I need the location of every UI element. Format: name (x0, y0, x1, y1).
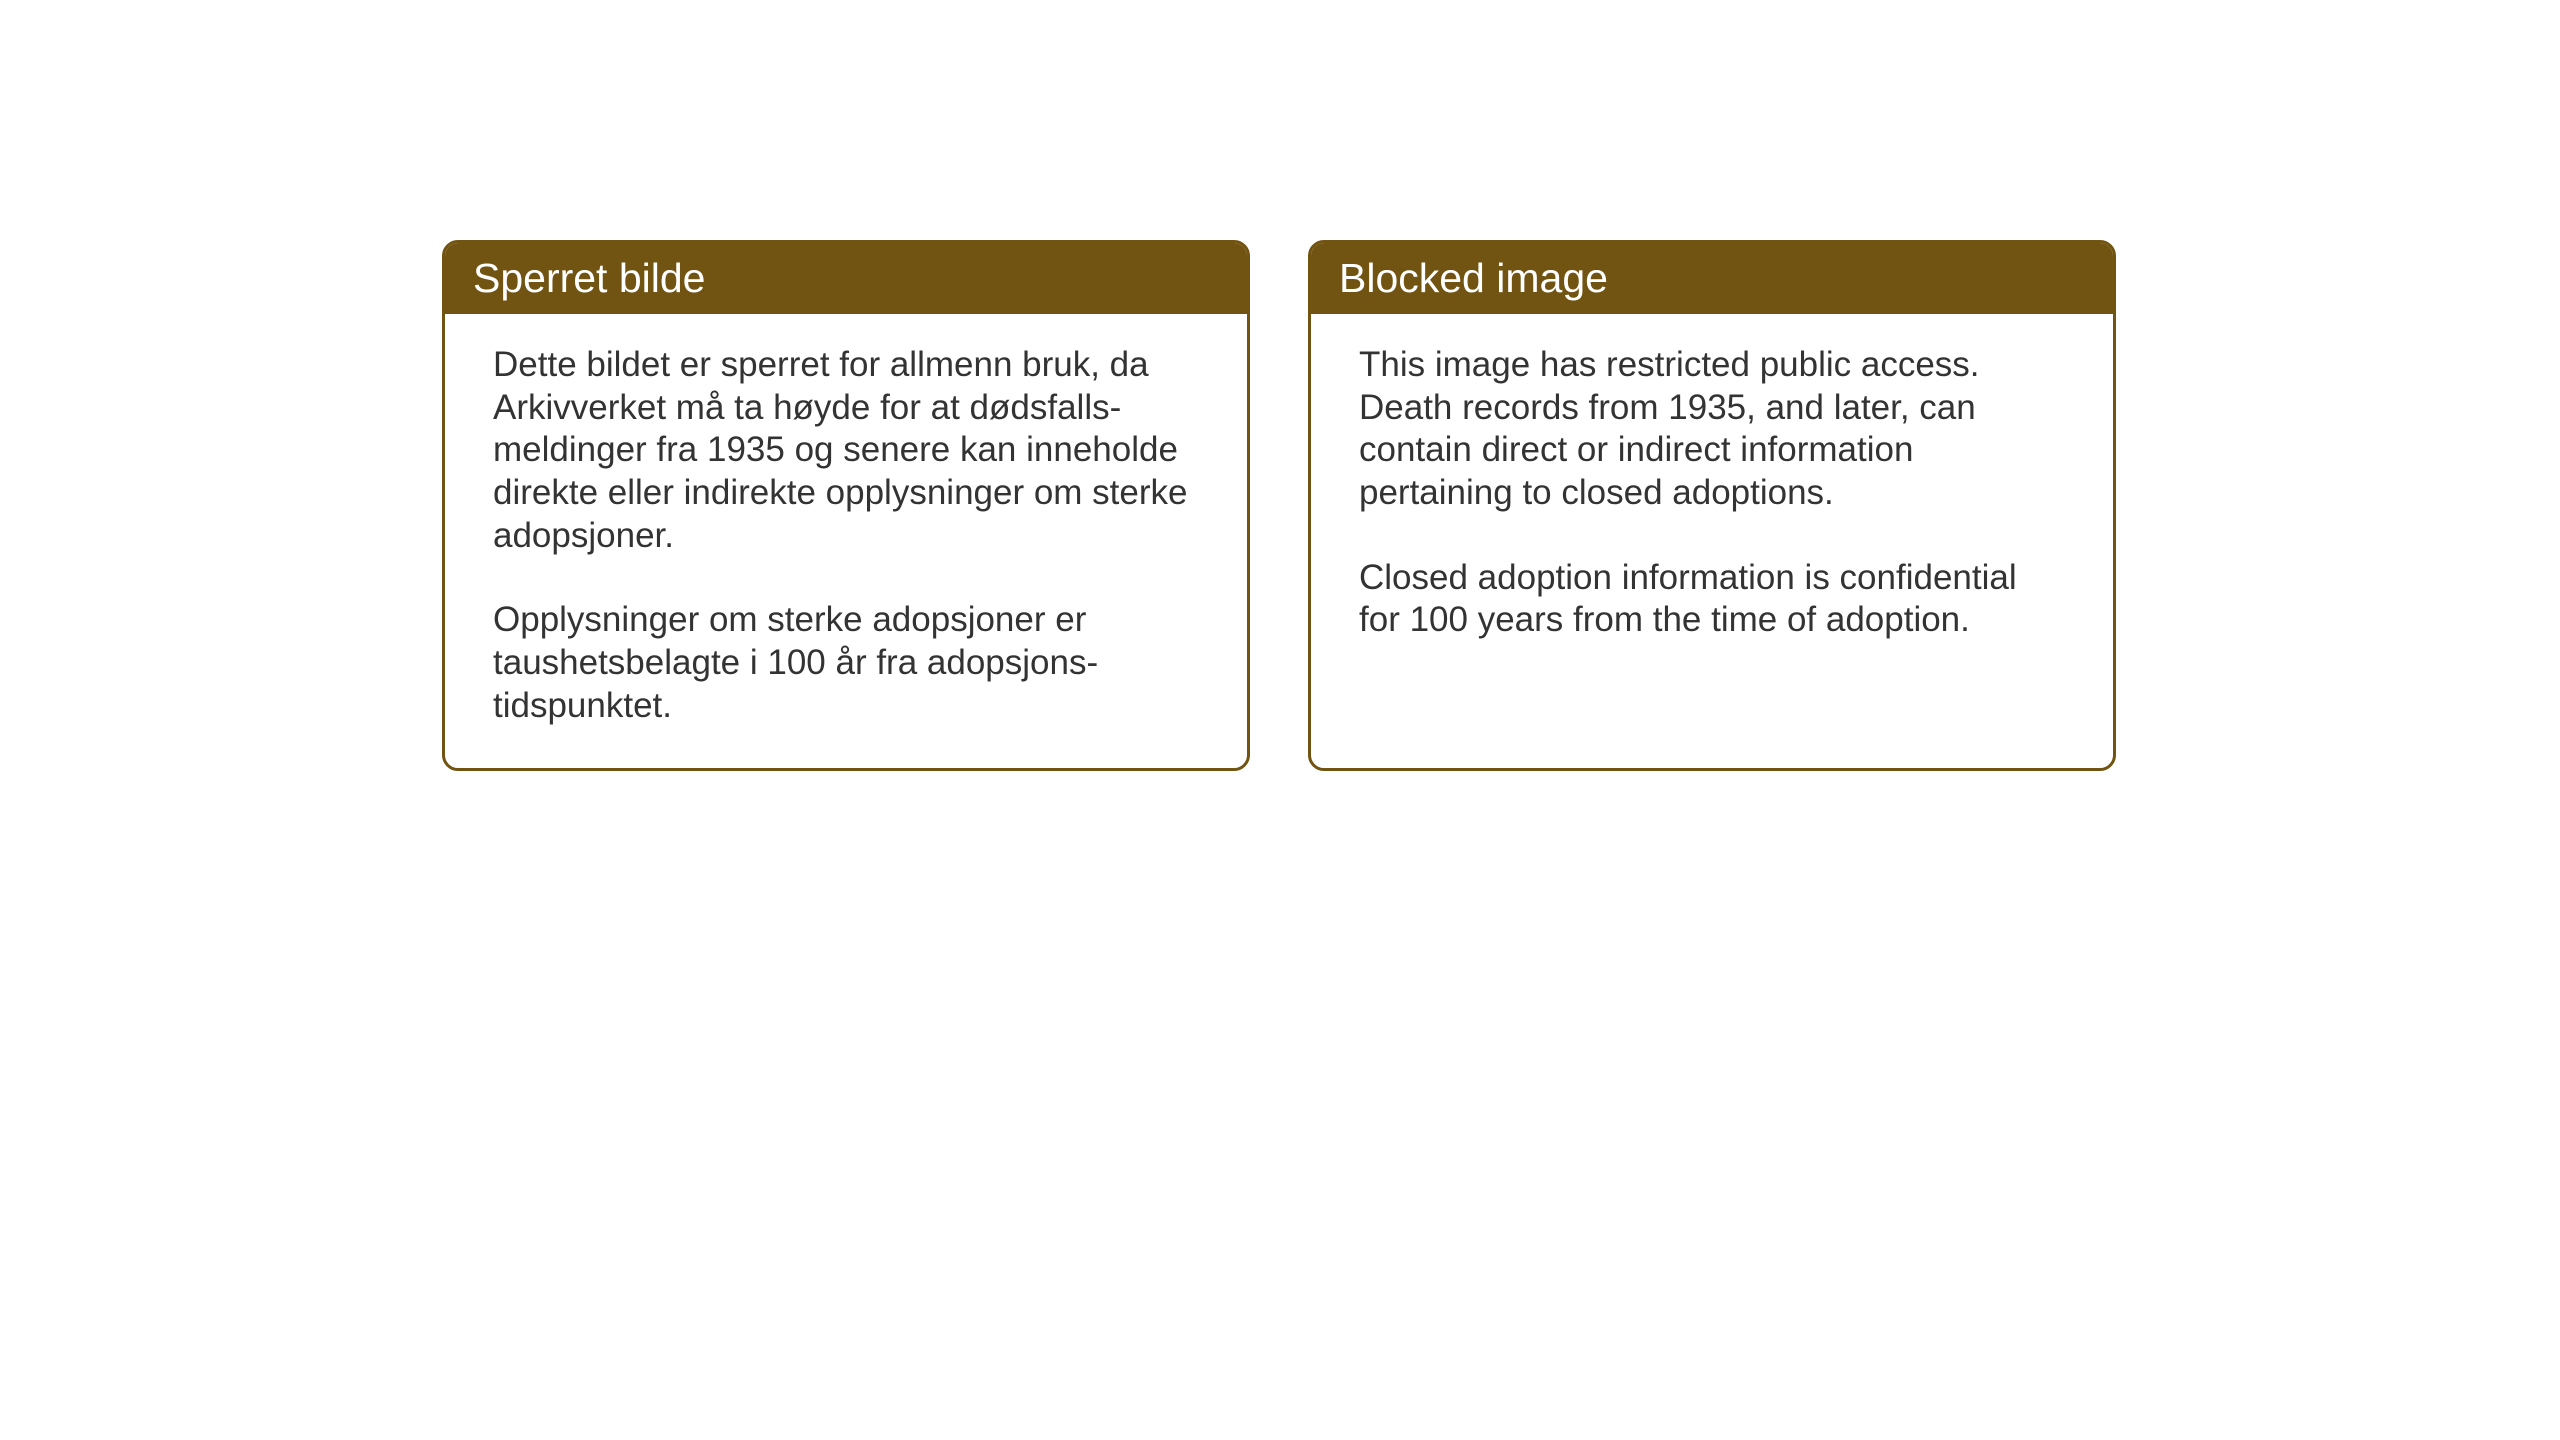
notice-card-norwegian: Sperret bilde Dette bildet er sperret fo… (442, 240, 1250, 771)
notice-cards-container: Sperret bilde Dette bildet er sperret fo… (442, 240, 2116, 771)
card-paragraph-2: Closed adoption information is confident… (1359, 557, 2065, 642)
card-title: Blocked image (1339, 255, 1608, 301)
card-header-norwegian: Sperret bilde (445, 243, 1247, 314)
card-header-english: Blocked image (1311, 243, 2113, 314)
card-body-norwegian: Dette bildet er sperret for allmenn bruk… (445, 314, 1247, 768)
card-title: Sperret bilde (473, 255, 705, 301)
card-paragraph-1: This image has restricted public access.… (1359, 344, 2065, 515)
notice-card-english: Blocked image This image has restricted … (1308, 240, 2116, 771)
card-paragraph-1: Dette bildet er sperret for allmenn bruk… (493, 344, 1199, 557)
card-body-english: This image has restricted public access.… (1311, 314, 2113, 682)
card-paragraph-2: Opplysninger om sterke adopsjoner er tau… (493, 599, 1199, 727)
